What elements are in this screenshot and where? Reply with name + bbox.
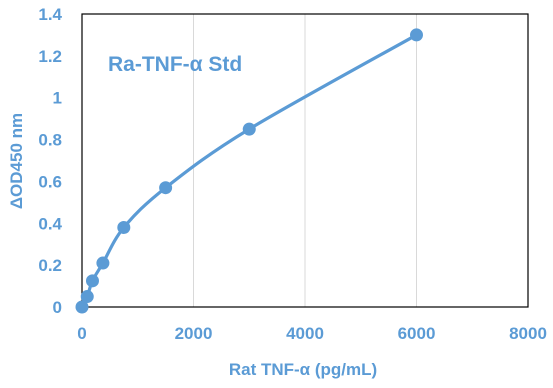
data-point <box>85 274 99 288</box>
data-point <box>242 122 256 136</box>
y-axis-ticks: 0 0.2 0.4 0.6 0.8 1 1.2 1.4 <box>38 5 62 317</box>
data-point <box>410 28 423 42</box>
y-tick-label: 1 <box>53 89 62 108</box>
x-tick-label: 2000 <box>175 324 213 343</box>
data-points <box>75 28 423 314</box>
data-point <box>117 220 131 234</box>
data-point <box>159 181 173 195</box>
data-point <box>96 256 110 270</box>
y-tick-label: 0.2 <box>38 256 62 275</box>
y-axis-title: ΔOD450 nm <box>7 113 26 209</box>
grid-lines <box>193 14 417 307</box>
data-point <box>75 300 89 314</box>
x-axis-title: Rat TNF-α (pg/mL) <box>229 360 377 379</box>
x-tick-label: 8000 <box>509 324 547 343</box>
x-tick-label: 0 <box>77 324 86 343</box>
y-tick-label: 0.4 <box>38 214 62 233</box>
chart-annotation: Ra-TNF-α Std <box>108 53 242 76</box>
data-point <box>80 290 94 304</box>
y-tick-label: 0.8 <box>38 131 62 150</box>
y-tick-label: 0 <box>53 298 62 317</box>
y-tick-label: 1.4 <box>38 5 62 24</box>
x-tick-label: 4000 <box>286 324 324 343</box>
plot-area-border <box>81 13 529 308</box>
y-tick-label: 1.2 <box>38 47 62 66</box>
x-tick-label: 6000 <box>398 324 436 343</box>
x-axis-ticks: 0 2000 4000 6000 8000 <box>77 324 547 343</box>
y-tick-label: 0.6 <box>38 172 62 191</box>
